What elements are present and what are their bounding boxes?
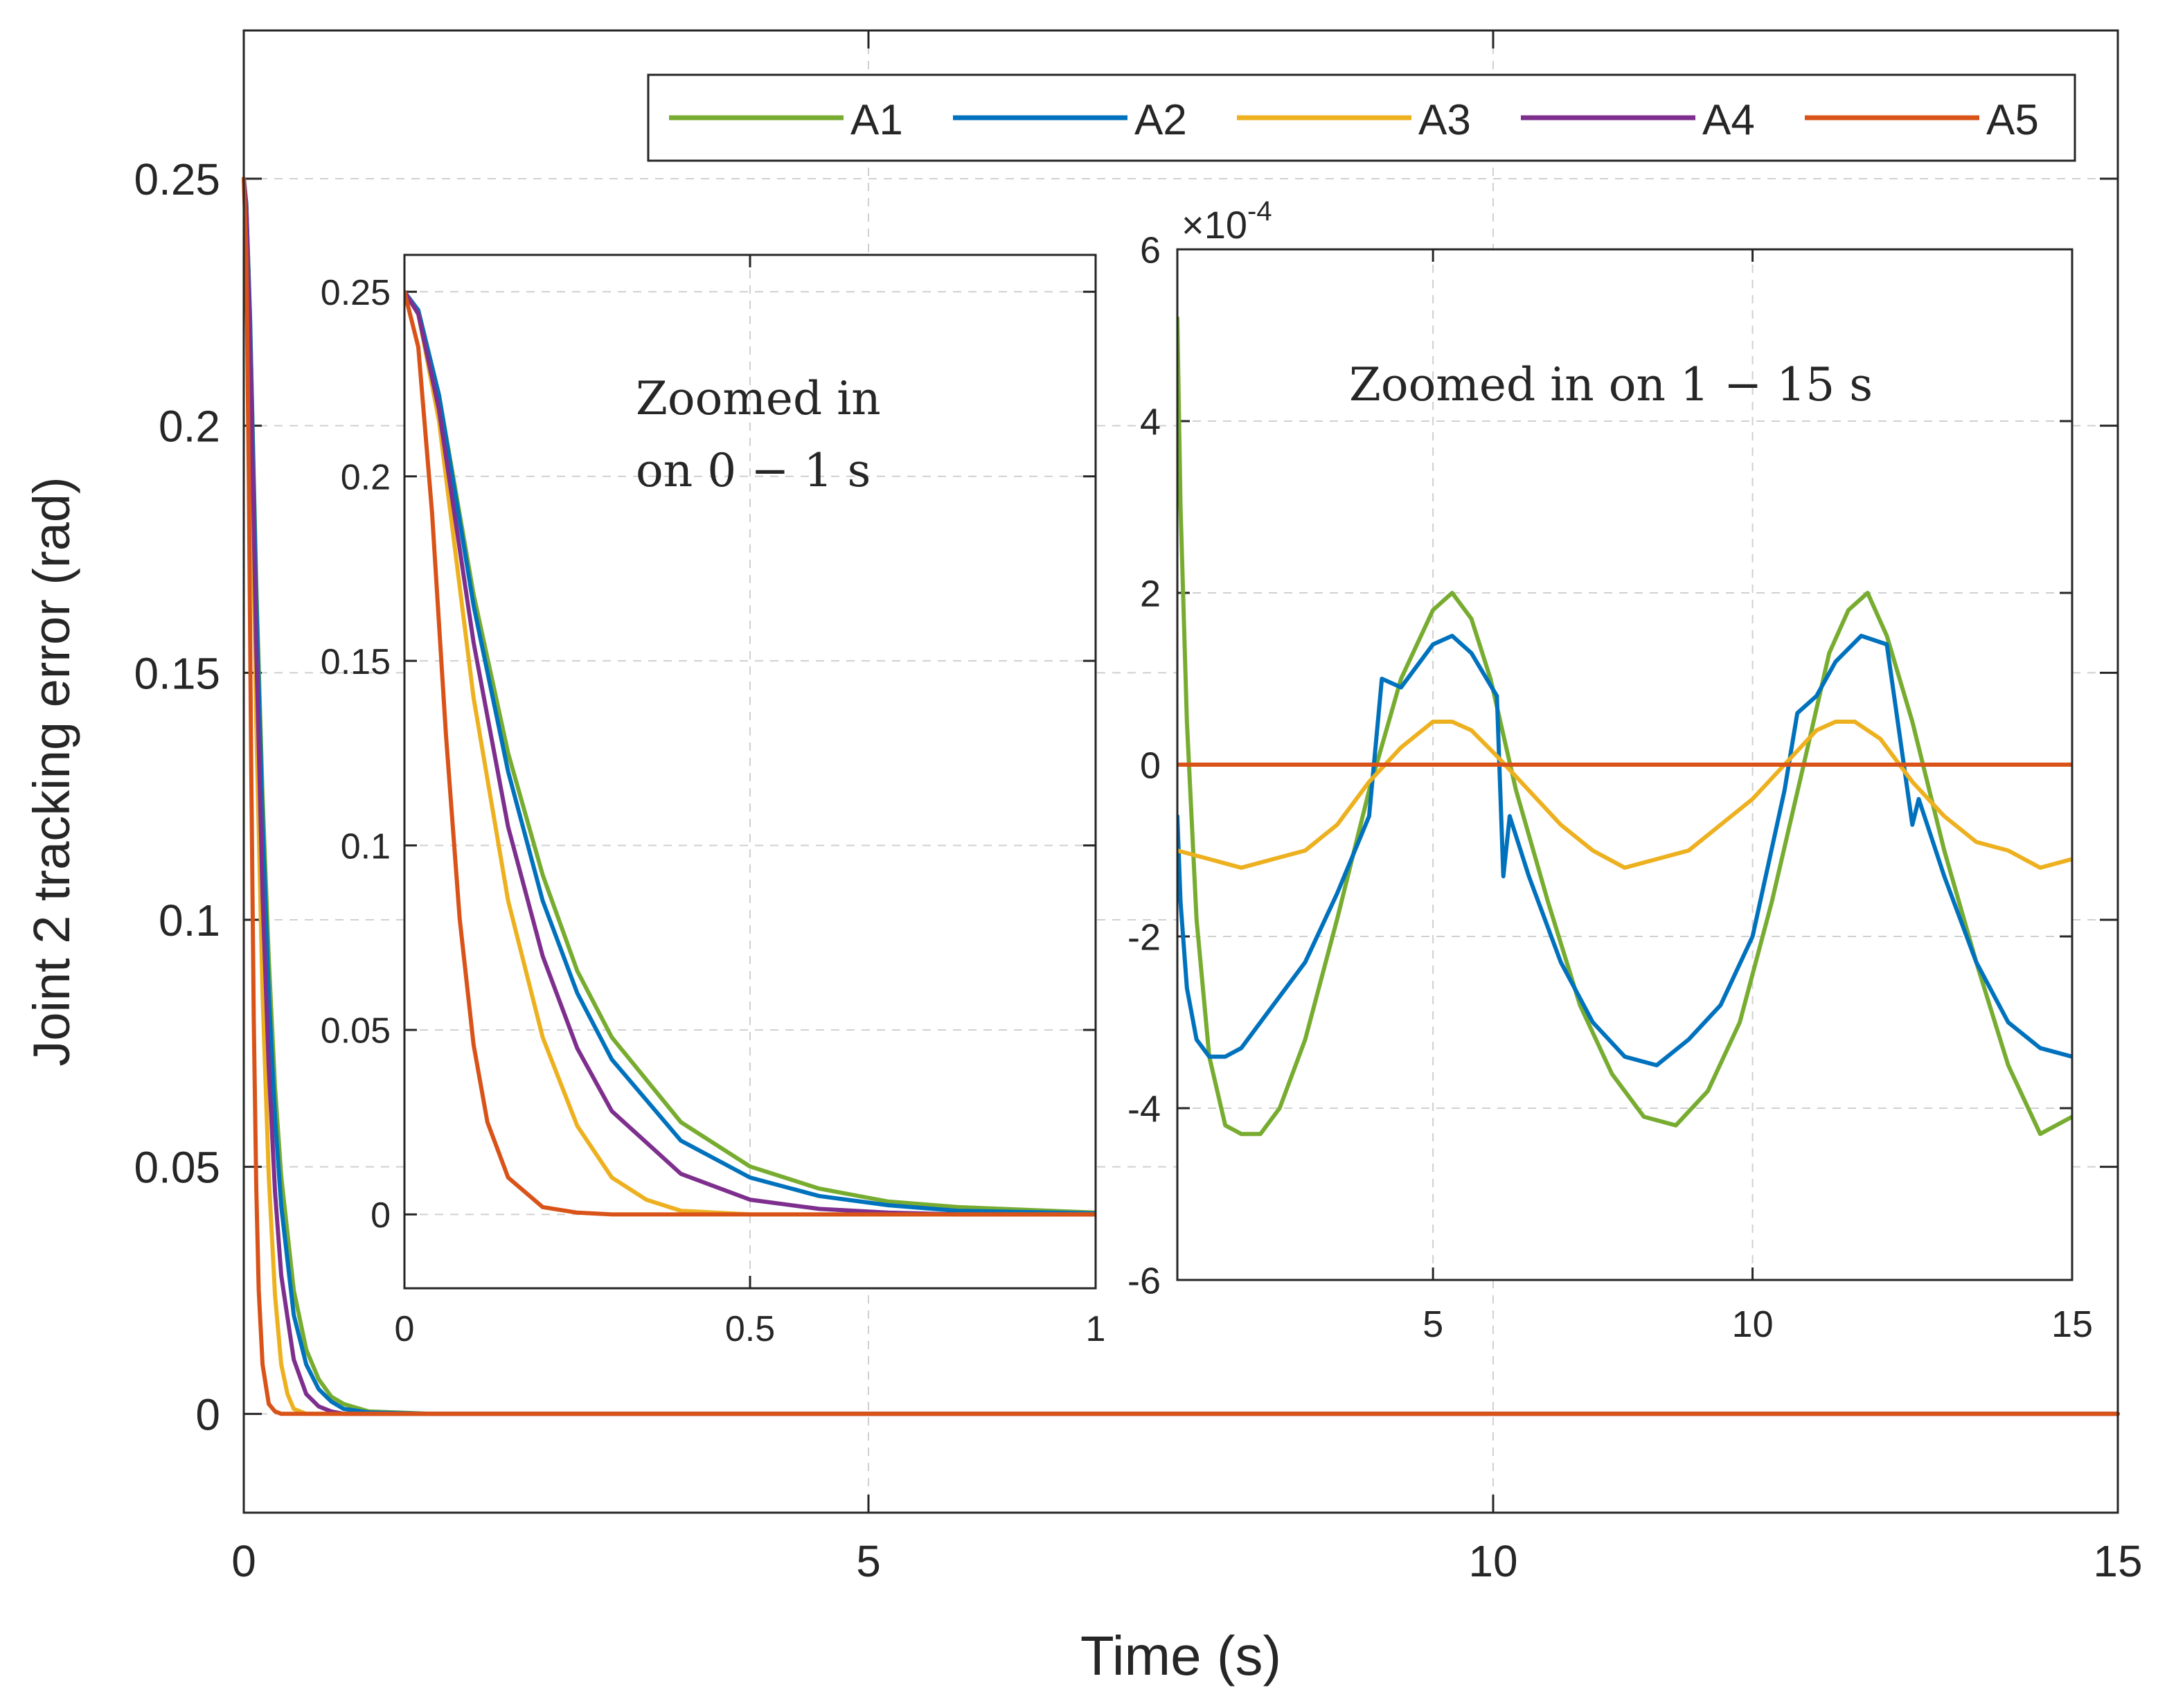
inset-right-exponent-label: ×10-4 bbox=[1181, 196, 1272, 247]
inset-right-x-tick-label: 10 bbox=[1732, 1304, 1774, 1345]
main-x-tick-label: 0 bbox=[231, 1536, 256, 1586]
inset-left-annotation-line1: Zoomed in bbox=[636, 372, 881, 425]
inset-left-series bbox=[404, 290, 1096, 1217]
main-x-tick-label: 15 bbox=[2093, 1536, 2142, 1586]
inset-right-y-tick-label: 6 bbox=[1140, 229, 1161, 271]
main-x-tick-label: 5 bbox=[856, 1536, 881, 1586]
legend-label-a5: A5 bbox=[1986, 96, 2039, 144]
inset-right-series-a2 bbox=[1177, 634, 2072, 1067]
legend-items: A1 A2 A3 A4 A5 bbox=[669, 96, 2039, 144]
main-y-tick-label: 0.15 bbox=[134, 648, 220, 698]
inset-right-series-a1 bbox=[1177, 316, 2072, 1137]
inset-left-tick-labels: 0 0.5 1 0 0.05 0.1 0.15 0.2 0.25 bbox=[321, 273, 1106, 1349]
inset-right-x-tick-label: 15 bbox=[2051, 1304, 2093, 1345]
inset-right-y-tick-label: 2 bbox=[1140, 573, 1161, 614]
inset-right-series-a3 bbox=[1177, 720, 2072, 870]
inset-right-y-tick-label: 0 bbox=[1140, 745, 1161, 786]
inset-left-x-tick-label: 0 bbox=[395, 1309, 415, 1349]
inset-right-y-tick-label: -2 bbox=[1127, 916, 1161, 958]
inset-left-chart: 0 0.5 1 0 0.05 0.1 0.15 0.2 0.25 Zoomed in on 0 … bbox=[321, 253, 1106, 1349]
inset-right-tick-labels: 5 10 15 -6 -4 -2 0 2 4 6 bbox=[1127, 229, 2093, 1345]
inset-right-y-tick-label: -6 bbox=[1127, 1260, 1161, 1301]
inset-left-y-tick-label: 0.25 bbox=[321, 273, 391, 313]
main-y-tick-label: 0.2 bbox=[159, 402, 220, 452]
legend-label-a1: A1 bbox=[850, 96, 903, 144]
inset-right-series bbox=[1177, 316, 2072, 1137]
x-axis-label: Time (s) bbox=[1080, 1625, 1281, 1687]
main-x-tick-label: 10 bbox=[1468, 1536, 1517, 1586]
inset-left-axes-box bbox=[403, 253, 1097, 1290]
main-y-tick-label: 0.05 bbox=[134, 1143, 220, 1193]
inset-right-x-tick-label: 5 bbox=[1423, 1304, 1443, 1345]
inset-left-y-tick-label: 0.15 bbox=[321, 642, 391, 682]
main-axes-box bbox=[242, 29, 2119, 1514]
inset-left-y-tick-label: 0.2 bbox=[341, 457, 391, 497]
main-series bbox=[242, 177, 2120, 1416]
main-y-tick-label: 0.25 bbox=[134, 154, 220, 204]
legend: A1 A2 A3 A4 A5 bbox=[647, 73, 2076, 162]
legend-label-a2: A2 bbox=[1134, 96, 1187, 144]
inset-right-annotation: Zoomed in on 1 − 15 s bbox=[1349, 358, 1873, 411]
inset-right-axes-box bbox=[1176, 248, 2074, 1281]
main-series-a5 bbox=[242, 177, 2120, 1416]
legend-label-a4: A4 bbox=[1702, 96, 1755, 144]
inset-left-series-a5 bbox=[404, 290, 1096, 1217]
inset-left-y-tick-label: 0.05 bbox=[321, 1011, 391, 1051]
inset-right-y-tick-label: 4 bbox=[1140, 401, 1161, 443]
inset-left-x-tick-label: 1 bbox=[1086, 1309, 1106, 1349]
main-y-tick-label: 0 bbox=[195, 1389, 220, 1439]
inset-left-y-tick-label: 0 bbox=[371, 1195, 391, 1236]
legend-label-a3: A3 bbox=[1418, 96, 1471, 144]
inset-right-chart: 5 10 15 -6 -4 -2 0 2 4 6 ×10-4 Zoomed in on 1 − 1… bbox=[1127, 196, 2093, 1345]
inset-left-y-tick-label: 0.1 bbox=[341, 826, 391, 866]
inset-left-x-tick-label: 0.5 bbox=[725, 1309, 775, 1349]
main-y-tick-label: 0.1 bbox=[159, 896, 220, 945]
y-axis-label: Joint 2 tracking error (rad) bbox=[23, 477, 80, 1066]
inset-left-annotation-line2: on 0 − 1 s bbox=[636, 444, 871, 497]
inset-left-series-a2 bbox=[404, 290, 1096, 1216]
inset-right-y-tick-label: -4 bbox=[1127, 1088, 1161, 1130]
